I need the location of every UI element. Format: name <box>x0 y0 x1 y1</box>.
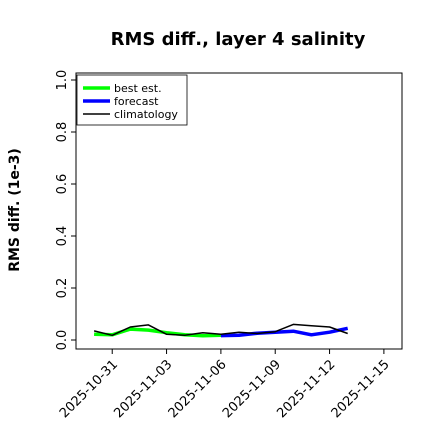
x-axis: 2025-10-312025-11-032025-11-062025-11-09… <box>57 349 393 421</box>
legend-label-forecast: forecast <box>114 95 159 108</box>
y-axis-label: RMS diff. (1e-3) <box>7 148 23 272</box>
chart-title: RMS diff., layer 4 salinity <box>111 29 366 50</box>
series-line-climatology <box>93 323 348 337</box>
y-tick-label: 0.4 <box>55 226 70 247</box>
y-tick-label: 0.2 <box>55 278 70 299</box>
legend-label-climatology: climatology <box>114 108 178 121</box>
plot-lines <box>93 323 349 338</box>
x-tick-label: 2025-11-15 <box>329 357 393 421</box>
plot-frame <box>75 72 403 350</box>
y-axis: 0.0 0.2 0.4 0.6 0.8 1.0 <box>55 70 76 351</box>
series-line-forecast <box>220 326 349 338</box>
legend-label-best-est: best est. <box>114 82 162 95</box>
y-tick-label: 1.0 <box>55 70 70 91</box>
y-tick-label: 0.6 <box>55 174 70 195</box>
legend: best est. forecast climatology <box>76 74 188 126</box>
y-tick-label: 0.0 <box>55 330 70 351</box>
y-tick-label: 0.8 <box>55 122 70 143</box>
